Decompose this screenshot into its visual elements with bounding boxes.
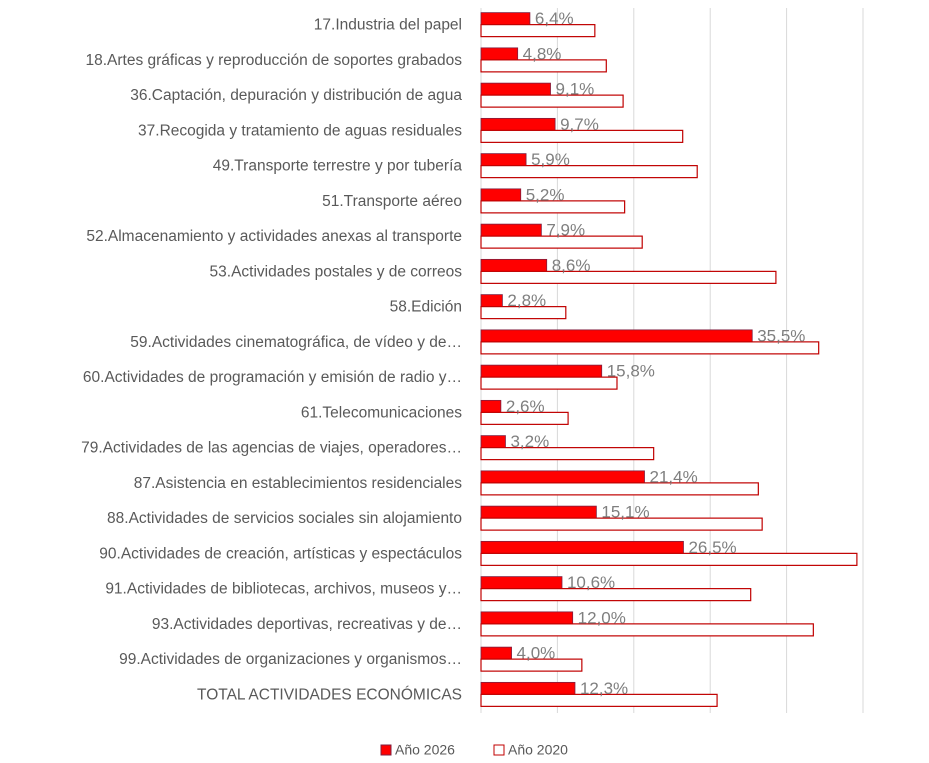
legend-swatch <box>380 744 392 756</box>
data-label: 9,7% <box>560 115 599 134</box>
data-label: 15,1% <box>601 503 649 522</box>
category-label: 53.Actividades postales y de correos <box>210 263 463 280</box>
data-label: 26,5% <box>688 538 736 557</box>
data-label: 7,9% <box>546 221 585 240</box>
data-label: 4,8% <box>523 44 562 63</box>
bar <box>480 364 603 378</box>
category-label: TOTAL ACTIVIDADES ECONÓMICAS <box>197 686 462 703</box>
bar <box>480 447 655 461</box>
bar <box>480 623 814 637</box>
data-label: 15,8% <box>607 362 655 381</box>
bar <box>480 399 502 413</box>
category-label: 90.Actividades de creación, artísticas y… <box>99 545 462 562</box>
category-label: 99.Actividades de organizaciones y organ… <box>119 651 462 668</box>
data-label: 9,1% <box>556 80 595 99</box>
data-label: 35,5% <box>757 326 805 345</box>
category-label: 36.Captación, depuración y distribución … <box>130 87 462 104</box>
bar <box>480 435 506 449</box>
category-label: 59.Actividades cinematográfica, de vídeo… <box>130 334 462 351</box>
bar <box>480 552 858 566</box>
data-label: 12,0% <box>578 608 626 627</box>
category-label: 87.Asistencia en establecimientos reside… <box>134 475 463 492</box>
category-label: 18.Artes gráficas y reproducción de sopo… <box>85 52 462 69</box>
category-label: 91.Actividades de bibliotecas, archivos,… <box>105 581 462 598</box>
data-label: 8,6% <box>552 256 591 275</box>
bar <box>480 505 597 519</box>
bar <box>480 117 556 131</box>
category-label: 58.Edición <box>390 299 462 316</box>
category-label: 51.Transporte aéreo <box>322 193 462 210</box>
bar <box>480 517 763 531</box>
bar <box>480 611 574 625</box>
bar <box>480 588 752 602</box>
legend-label: Año 2020 <box>508 742 568 758</box>
bar <box>480 47 519 61</box>
bar <box>480 411 569 425</box>
bar <box>480 12 531 26</box>
bar <box>480 540 684 554</box>
bar <box>480 470 645 484</box>
data-label: 21,4% <box>649 467 697 486</box>
category-label: 37.Recogida y tratamiento de aguas resid… <box>138 122 462 139</box>
bar <box>480 129 684 143</box>
bar <box>480 258 548 272</box>
bar <box>480 200 626 214</box>
bar <box>480 59 607 73</box>
bar <box>480 94 624 108</box>
bar <box>480 235 643 249</box>
bar <box>480 681 576 695</box>
data-label: 12,3% <box>580 679 628 698</box>
data-label: 4,0% <box>517 644 556 663</box>
data-label: 3,2% <box>510 432 549 451</box>
data-label: 5,9% <box>531 150 570 169</box>
bar <box>480 306 567 320</box>
category-label: 60.Actividades de programación y emisión… <box>83 369 462 386</box>
legend-swatch <box>493 744 505 756</box>
category-label: 52.Almacenamiento y actividades anexas a… <box>86 228 462 245</box>
data-label: 6,4% <box>535 9 574 28</box>
bar <box>480 329 753 343</box>
data-label: 10,6% <box>567 573 615 592</box>
bar <box>480 646 512 660</box>
bar <box>480 576 563 590</box>
bar <box>480 188 522 202</box>
bar <box>480 270 777 284</box>
bar <box>480 294 503 308</box>
bar <box>480 24 596 38</box>
data-label: 5,2% <box>526 185 565 204</box>
category-label: 17.Industria del papel <box>314 17 462 34</box>
category-label: 61.Telecomunicaciones <box>301 404 462 421</box>
bar <box>480 82 551 96</box>
bar <box>480 223 542 237</box>
bar <box>480 482 759 496</box>
bar <box>480 153 527 167</box>
category-label: 79.Actividades de las agencias de viajes… <box>81 440 462 457</box>
bar <box>480 658 583 672</box>
bar <box>480 341 820 355</box>
bar <box>480 165 698 179</box>
category-label: 88.Actividades de servicios sociales sin… <box>107 510 462 527</box>
data-label: 2,8% <box>507 291 546 310</box>
category-label: 49.Transporte terrestre y por tubería <box>213 158 463 175</box>
bar <box>480 693 718 707</box>
legend-label: Año 2026 <box>395 742 455 758</box>
bar <box>480 376 618 390</box>
data-label: 2,6% <box>506 397 545 416</box>
category-label: 93.Actividades deportivas, recreativas y… <box>152 616 462 633</box>
